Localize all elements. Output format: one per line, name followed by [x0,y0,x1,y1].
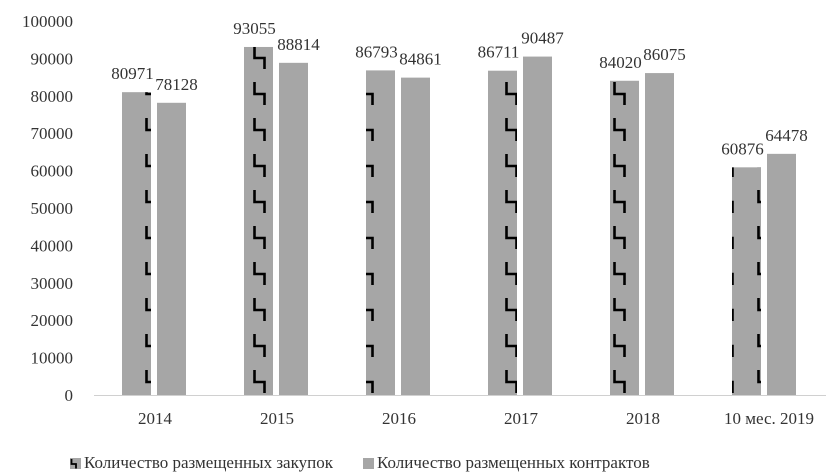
y-tick-label: 80000 [31,87,74,106]
x-tick-label: 2014 [138,409,173,428]
y-tick-label: 60000 [31,162,74,181]
zigzag-pattern-icon [70,457,81,469]
y-axis-tick-labels: 0 10000 20000 30000 40000 50000 60000 70000 8000… [22,12,73,405]
legend-label-procurements: Количество размещенных закупок [84,453,333,472]
y-tick-label: 30000 [31,274,74,293]
legend-label-contracts: Количество размещенных контрактов [376,453,650,472]
bars [122,46,796,396]
bar-contracts [767,153,796,395]
x-tick-label: 10 мес. 2019 [724,409,814,428]
y-tick-label: 40000 [31,236,74,255]
data-label: 60876 [721,139,764,158]
data-label: 84861 [399,50,442,69]
bar-procurements [122,92,151,395]
y-tick-label: 70000 [31,124,74,143]
y-tick-label: 10000 [31,349,74,368]
x-tick-label: 2017 [504,409,539,428]
data-label: 93055 [233,19,276,38]
bar-procurements [366,70,395,396]
data-label: 86711 [478,43,520,62]
bar-contracts [401,77,430,395]
data-label: 88814 [277,35,320,54]
x-tick-label: 2016 [382,409,416,428]
legend-item-procurements: Количество размещенных закупок [70,453,333,473]
solid-square-icon [362,457,374,469]
legend-item-contracts: Количество размещенных контрактов [362,453,650,473]
y-tick-label: 20000 [31,311,74,330]
data-label: 86075 [643,45,686,64]
data-label: 80971 [111,64,154,83]
x-axis-tick-labels: 2014 2015 2016 2017 2018 10 мес. 2019 [138,409,814,428]
y-tick-label: 90000 [31,49,74,68]
y-tick-label: 100000 [22,12,73,31]
y-tick-label: 50000 [31,199,74,218]
data-label: 84020 [599,53,642,72]
data-labels: 80971 93055 86793 86711 84020 60876 78128 88814… [111,19,808,158]
bar-chart: 0 10000 20000 30000 40000 50000 60000 70000 8000… [22,12,826,428]
bar-contracts [645,73,674,395]
x-tick-label: 2018 [626,409,660,428]
bar-contracts [157,102,186,396]
data-label: 86793 [355,42,398,61]
x-tick-label: 2015 [260,409,294,428]
data-label: 78128 [155,75,198,94]
bar-procurements [488,70,517,395]
bar-procurements [244,46,273,395]
legend: Количество размещенных закупок Количеств… [70,452,680,474]
data-label: 90487 [521,29,564,48]
y-tick-label: 0 [65,386,74,405]
bar-procurements [732,167,761,395]
bar-procurements [610,80,639,395]
data-label: 64478 [765,126,808,145]
bar-contracts [523,56,552,396]
bar-contracts [279,62,308,396]
